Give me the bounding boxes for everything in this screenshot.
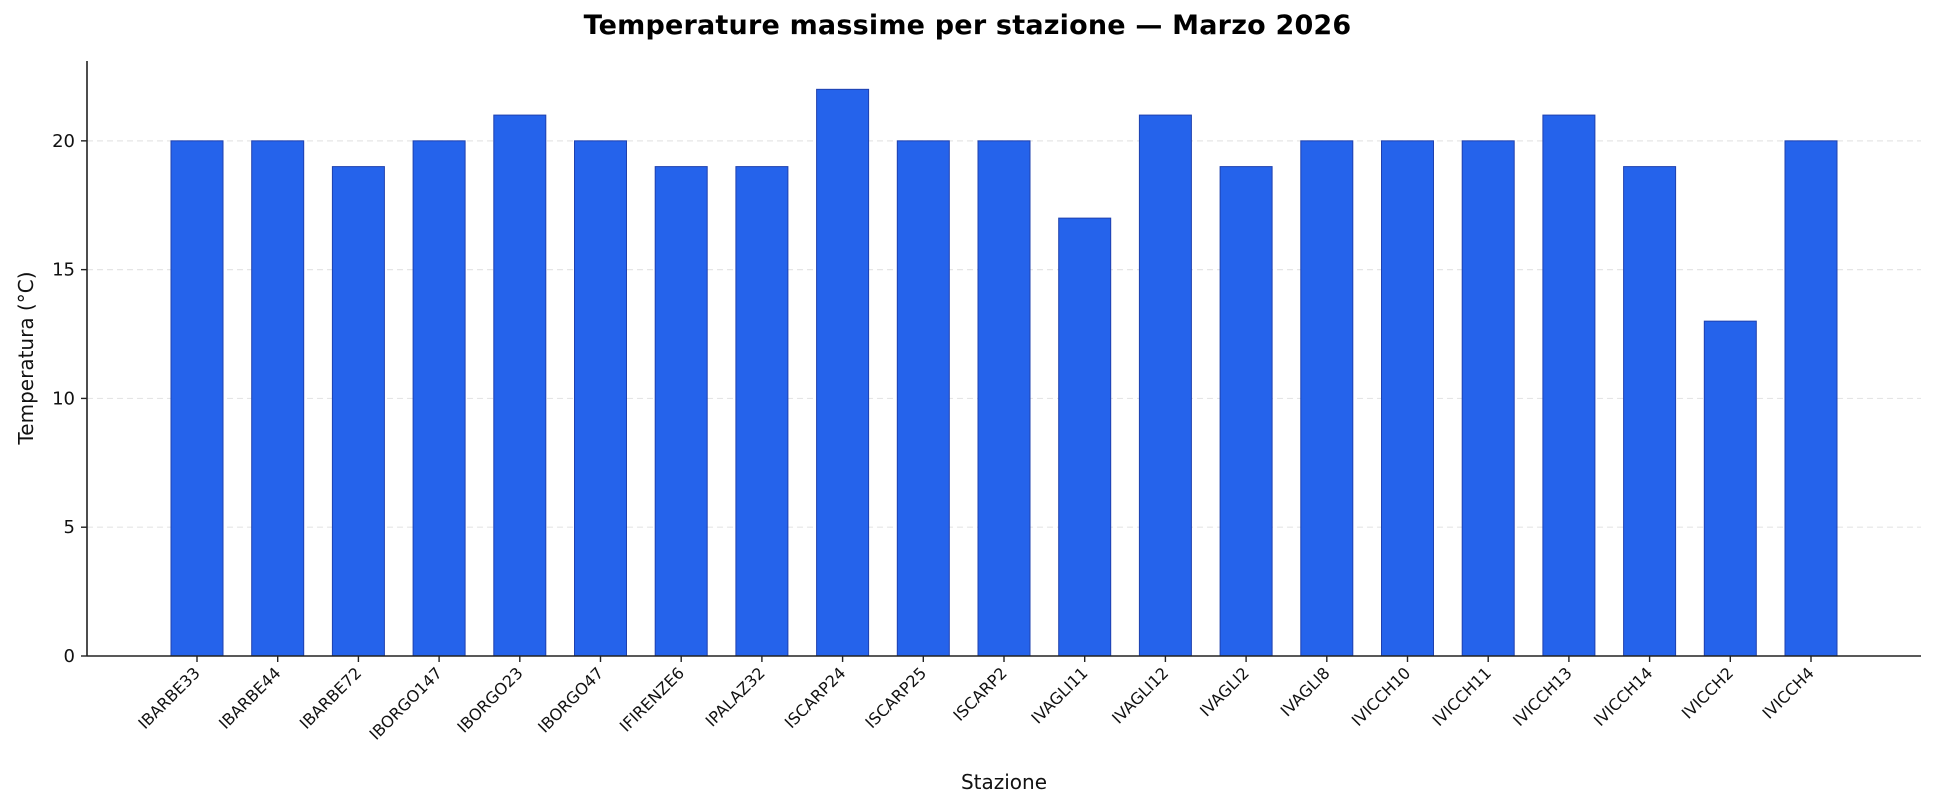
bar-ipalaz32 xyxy=(735,166,789,657)
bar-ibarbe33 xyxy=(170,140,224,657)
x-tick-label: IVICCH14 xyxy=(1590,663,1657,730)
bar-ivagli8 xyxy=(1300,140,1354,657)
x-tick-label: IBORGO47 xyxy=(534,663,607,736)
x-tick-label: IBARBE72 xyxy=(296,663,365,732)
x-tick-label: IBORGO23 xyxy=(453,663,526,736)
bars xyxy=(170,88,1838,657)
chart-title: Temperature massime per stazione — Marzo… xyxy=(583,10,1352,41)
bar-ivicch11 xyxy=(1461,140,1515,657)
y-tick-label: 15 xyxy=(52,260,75,281)
bar-iborgo47 xyxy=(574,140,627,657)
x-tick-label: ISCARP2 xyxy=(949,663,1010,724)
x-tick-label: IVICCH4 xyxy=(1758,663,1817,722)
x-tick-label: IVICCH10 xyxy=(1348,663,1415,730)
bar-iscarp2 xyxy=(977,140,1031,657)
x-tick-label: ISCARP24 xyxy=(781,663,850,732)
bar-iscarp24 xyxy=(816,88,870,657)
bar-iborgo23 xyxy=(493,114,547,657)
y-tick-label: 0 xyxy=(64,646,75,667)
y-tick-label: 10 xyxy=(52,388,75,409)
x-tick-label: IBORGO147 xyxy=(366,663,446,743)
bar-iborgo147 xyxy=(412,140,466,657)
bar-ivicch10 xyxy=(1381,140,1434,657)
bar-ifirenze6 xyxy=(654,166,708,657)
bar-iscarp25 xyxy=(896,140,950,657)
x-tick-label: IVICCH2 xyxy=(1678,663,1737,722)
x-tick-label: IPALAZ32 xyxy=(702,663,769,730)
x-axis-ticks: IBARBE33 IBARBE44 IBARBE72 IBORGO147 IBORGO2… xyxy=(134,656,1818,744)
x-tick-label: IVAGLI11 xyxy=(1027,663,1091,727)
x-tick-label: IVAGLI8 xyxy=(1277,663,1334,720)
x-axis-label: Stazione xyxy=(960,770,1048,794)
bar-ibarbe44 xyxy=(251,140,305,657)
y-axis-ticks: 0 5 10 15 20 xyxy=(52,131,87,667)
x-tick-label: IFIRENZE6 xyxy=(616,663,688,735)
x-tick-label: IBARBE44 xyxy=(215,663,284,732)
x-tick-label: IVAGLI12 xyxy=(1108,663,1172,727)
bar-ivicch4 xyxy=(1784,140,1838,657)
bar-ibarbe72 xyxy=(331,166,385,657)
bar-ivagli2 xyxy=(1219,166,1273,657)
bar-ivagli12 xyxy=(1138,114,1192,657)
y-tick-label: 5 xyxy=(64,517,75,538)
y-gridlines xyxy=(87,140,1921,528)
y-tick-label: 20 xyxy=(52,131,75,152)
bar-ivicch14 xyxy=(1623,166,1677,657)
bar-ivicch2 xyxy=(1703,320,1757,657)
x-tick-label: IBARBE33 xyxy=(134,663,203,732)
x-tick-label: IVICCH11 xyxy=(1428,663,1495,730)
bar-ivicch13 xyxy=(1542,114,1596,657)
x-tick-label: ISCARP25 xyxy=(861,663,930,732)
x-tick-label: IVICCH13 xyxy=(1509,663,1576,730)
x-tick-label: IVAGLI2 xyxy=(1196,663,1253,720)
bar-ivagli11 xyxy=(1058,217,1112,657)
